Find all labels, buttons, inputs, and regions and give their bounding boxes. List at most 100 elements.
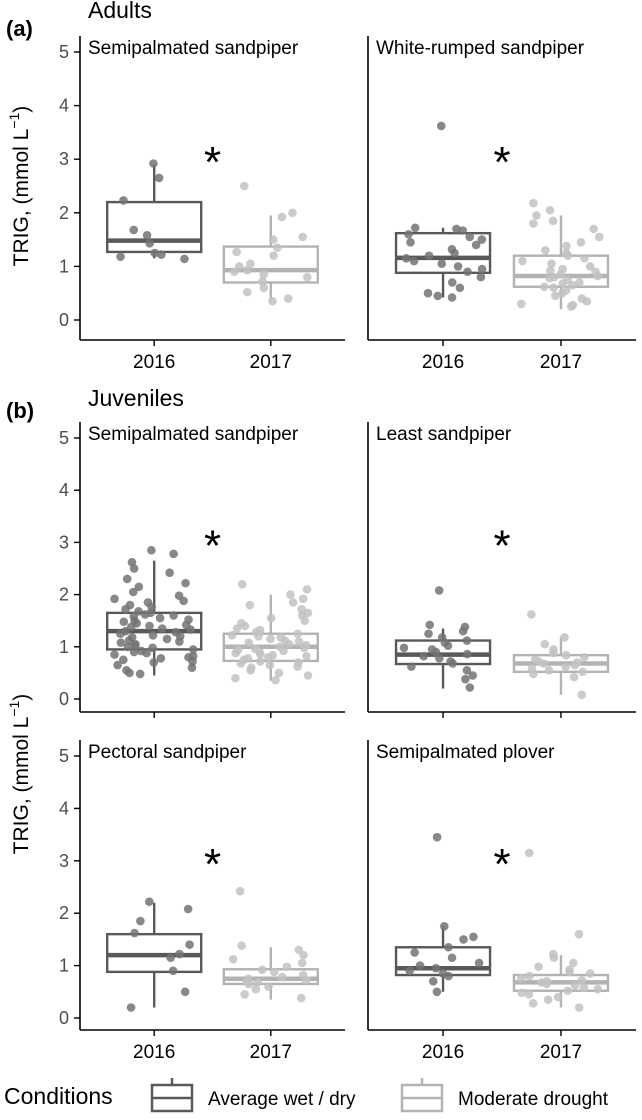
data-point [110, 650, 119, 659]
data-point [450, 248, 459, 258]
data-point [434, 586, 444, 595]
box-iqr [394, 231, 492, 275]
data-point [570, 981, 580, 990]
data-point [273, 243, 282, 252]
data-point [188, 645, 198, 654]
data-point [517, 299, 526, 309]
data-point [180, 987, 190, 997]
data-point [548, 216, 558, 226]
data-point [235, 886, 245, 896]
data-point [562, 241, 571, 251]
data-point [432, 987, 442, 997]
data-point [246, 259, 255, 269]
box-2017 [222, 579, 320, 685]
data-point [134, 582, 144, 592]
data-point [568, 958, 578, 968]
data-point [110, 594, 119, 604]
data-point [580, 652, 589, 662]
data-point [302, 651, 311, 661]
data-point [425, 620, 435, 630]
data-point [298, 594, 308, 604]
data-point [582, 296, 592, 306]
data-point [269, 251, 278, 260]
data-point [142, 231, 152, 240]
data-point [149, 159, 158, 168]
data-point [286, 590, 295, 599]
y-axis-title-end: ) [10, 106, 33, 113]
panel-title: White-rumped sandpiper [376, 38, 585, 59]
data-point [558, 288, 567, 298]
x-tick-label: 2017 [250, 1042, 292, 1063]
data-point [527, 610, 536, 619]
data-point [162, 634, 172, 644]
significance-marker: * [204, 840, 221, 889]
data-point [288, 598, 298, 607]
data-point [453, 262, 463, 271]
y-tick-label: 0 [59, 689, 69, 709]
data-point [565, 967, 574, 977]
data-point [268, 296, 277, 306]
data-point [282, 962, 292, 971]
data-point [462, 665, 472, 675]
data-point [428, 977, 438, 986]
y-tick-label: 1 [59, 256, 69, 276]
data-point [437, 259, 447, 269]
data-point [144, 897, 154, 906]
data-point [150, 248, 160, 258]
y-axis-title-text: TRIG, (mmol L [10, 717, 33, 855]
data-point [410, 948, 419, 957]
y-tick-label: 0 [59, 1008, 69, 1028]
data-point [424, 251, 434, 260]
data-point [477, 264, 487, 274]
data-point [140, 610, 150, 619]
data-point [185, 940, 194, 949]
data-point [444, 942, 453, 952]
data-point [179, 596, 188, 606]
data-point [465, 683, 475, 692]
significance-marker: * [493, 521, 510, 570]
data-point [439, 922, 449, 931]
data-point [447, 293, 457, 302]
data-point [279, 646, 288, 656]
data-point [148, 643, 157, 653]
data-point [563, 986, 573, 996]
data-point [459, 935, 468, 944]
data-point [166, 953, 175, 963]
significance-marker: * [204, 138, 221, 187]
data-point [553, 992, 563, 1002]
data-point [465, 232, 475, 242]
data-point [129, 647, 139, 657]
data-point [169, 611, 178, 620]
data-point [130, 928, 139, 938]
data-point [297, 604, 306, 614]
data-point [269, 967, 279, 977]
data-point [443, 641, 453, 651]
data-point [574, 929, 584, 939]
data-point [242, 287, 252, 297]
legend-key-drought: Moderate drought [400, 1078, 609, 1113]
data-point [462, 636, 472, 645]
data-point [245, 600, 255, 610]
significance-marker: * [204, 521, 221, 570]
data-point [266, 634, 275, 644]
data-point [231, 648, 241, 658]
data-point [259, 283, 269, 293]
y-tick-label: 3 [59, 851, 69, 871]
data-point [302, 585, 312, 594]
data-point [255, 657, 265, 666]
box-iqr [105, 200, 203, 254]
data-point [532, 211, 541, 220]
data-point [569, 672, 579, 682]
y-axis-title-sup: −1 [6, 112, 22, 128]
data-point [549, 283, 558, 293]
data-point [594, 232, 604, 242]
data-point [165, 568, 174, 577]
data-point [188, 657, 197, 666]
data-point [265, 660, 275, 670]
data-point [113, 660, 122, 670]
data-point [119, 196, 128, 205]
data-point [147, 545, 156, 555]
legend-title: Conditions [4, 1083, 113, 1109]
y-tick-label: 4 [59, 798, 69, 818]
data-point [474, 958, 484, 968]
